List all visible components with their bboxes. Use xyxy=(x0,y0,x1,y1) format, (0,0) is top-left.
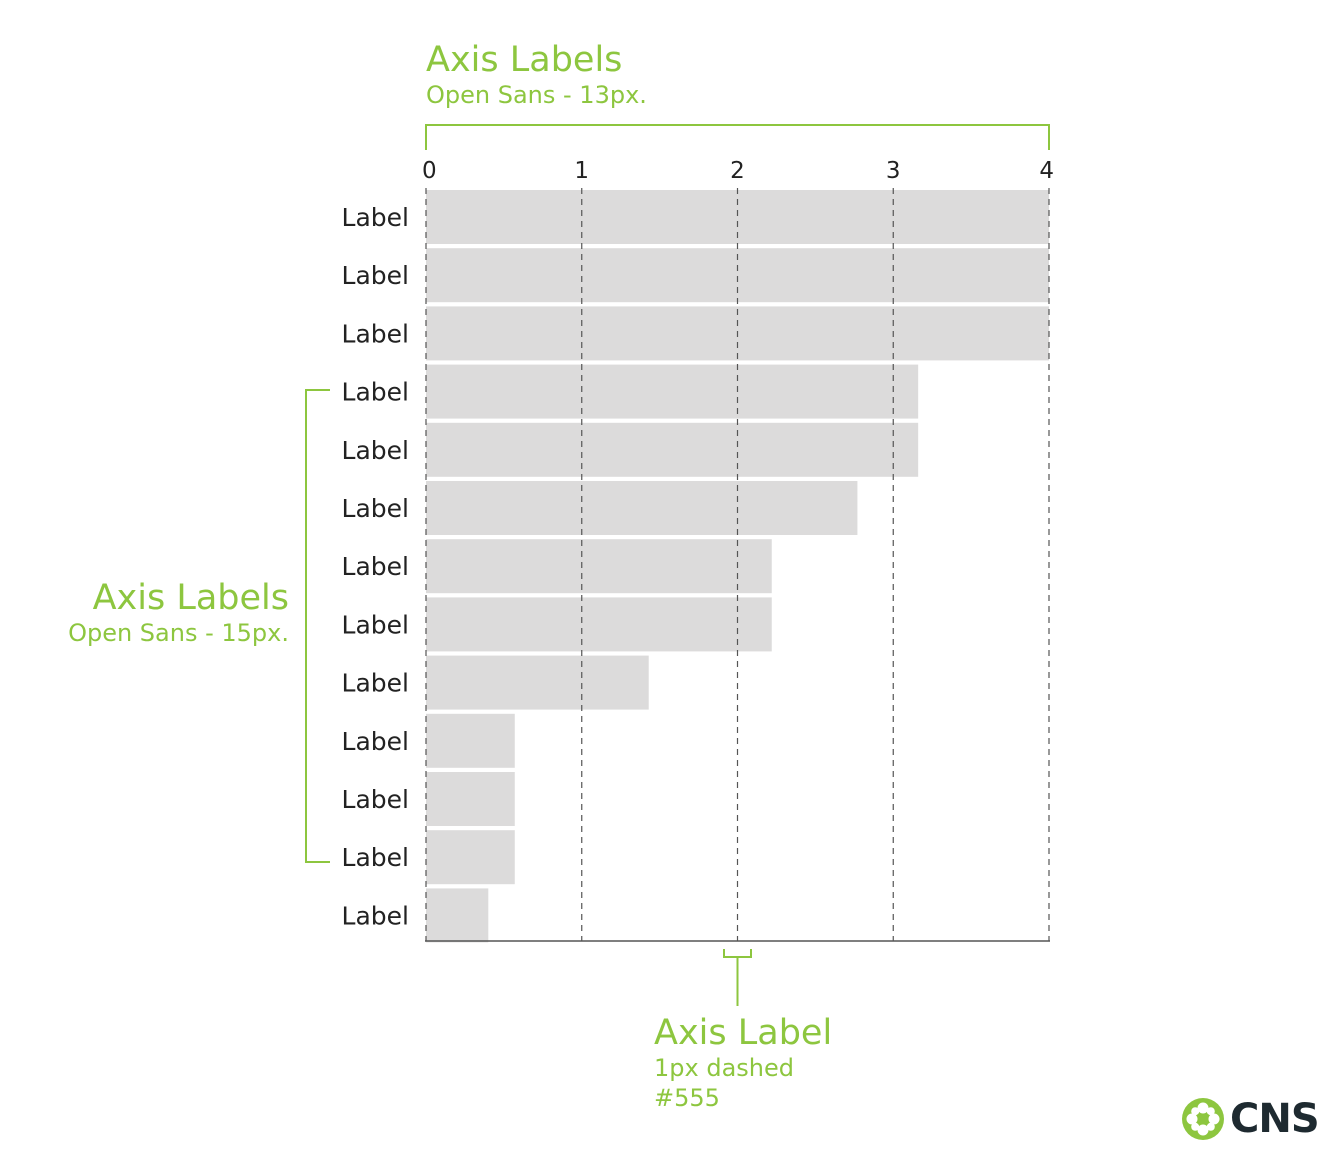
left-annotation-subtitle: Open Sans - 15px. xyxy=(68,619,289,647)
bottom-annotation: Axis Label 1px dashed #555 xyxy=(654,1013,832,1113)
bar-6 xyxy=(426,539,772,594)
y-label-3: Label xyxy=(342,378,409,407)
y-category-labels: Label Label Label Label Label Label Label Label… xyxy=(342,203,409,930)
bar-5 xyxy=(426,481,858,535)
bottom-bracket xyxy=(723,949,752,1006)
bars-group xyxy=(426,190,1049,943)
y-label-12: Label xyxy=(342,901,409,930)
left-bracket xyxy=(305,389,330,863)
bottom-annotation-title: Axis Label xyxy=(654,1013,833,1053)
y-label-6: Label xyxy=(342,552,409,581)
gridlines-group xyxy=(425,188,1050,941)
y-label-1: Label xyxy=(342,261,409,290)
bottom-annotation-line1: 1px dashed xyxy=(654,1054,794,1082)
bar-3 xyxy=(426,364,919,419)
y-label-2: Label xyxy=(342,319,409,348)
top-annotation-subtitle: Open Sans - 13px. xyxy=(426,81,647,109)
x-tick-label-0: 0 xyxy=(422,158,437,184)
left-annotation: Axis Labels Open Sans - 15px. xyxy=(68,578,289,648)
bar-10 xyxy=(426,772,515,826)
x-tick-label-2: 2 xyxy=(730,158,745,184)
y-label-7: Label xyxy=(342,610,409,639)
x-tick-label-1: 1 xyxy=(574,158,589,184)
x-tick-label-4: 4 xyxy=(1039,158,1054,184)
annotation-brackets xyxy=(305,124,1050,1006)
left-annotation-title: Axis Labels xyxy=(92,578,289,618)
bar-8 xyxy=(426,655,649,710)
x-tick-labels: 0 1 2 3 4 xyxy=(422,158,1054,184)
x-tick-label-3: 3 xyxy=(886,158,901,184)
top-annotation: Axis Labels Open Sans - 13px. xyxy=(426,40,647,110)
cns-logo: CNS xyxy=(1180,1096,1320,1142)
bar-11 xyxy=(426,830,515,885)
bar-4 xyxy=(426,422,919,477)
y-label-5: Label xyxy=(342,494,409,523)
top-bracket xyxy=(425,124,1050,150)
y-label-9: Label xyxy=(342,727,409,756)
bar-9 xyxy=(426,713,515,768)
y-label-10: Label xyxy=(342,785,409,814)
logo-text: CNS xyxy=(1230,1096,1320,1142)
top-annotation-title: Axis Labels xyxy=(426,40,623,80)
y-label-11: Label xyxy=(342,843,409,872)
bar-12 xyxy=(426,888,489,943)
cns-flower-icon xyxy=(1182,1098,1224,1140)
bottom-annotation-line2: #555 xyxy=(654,1084,720,1112)
bar-7 xyxy=(426,597,772,652)
y-label-8: Label xyxy=(342,669,409,698)
y-label-0: Label xyxy=(342,203,409,232)
y-label-4: Label xyxy=(342,436,409,465)
